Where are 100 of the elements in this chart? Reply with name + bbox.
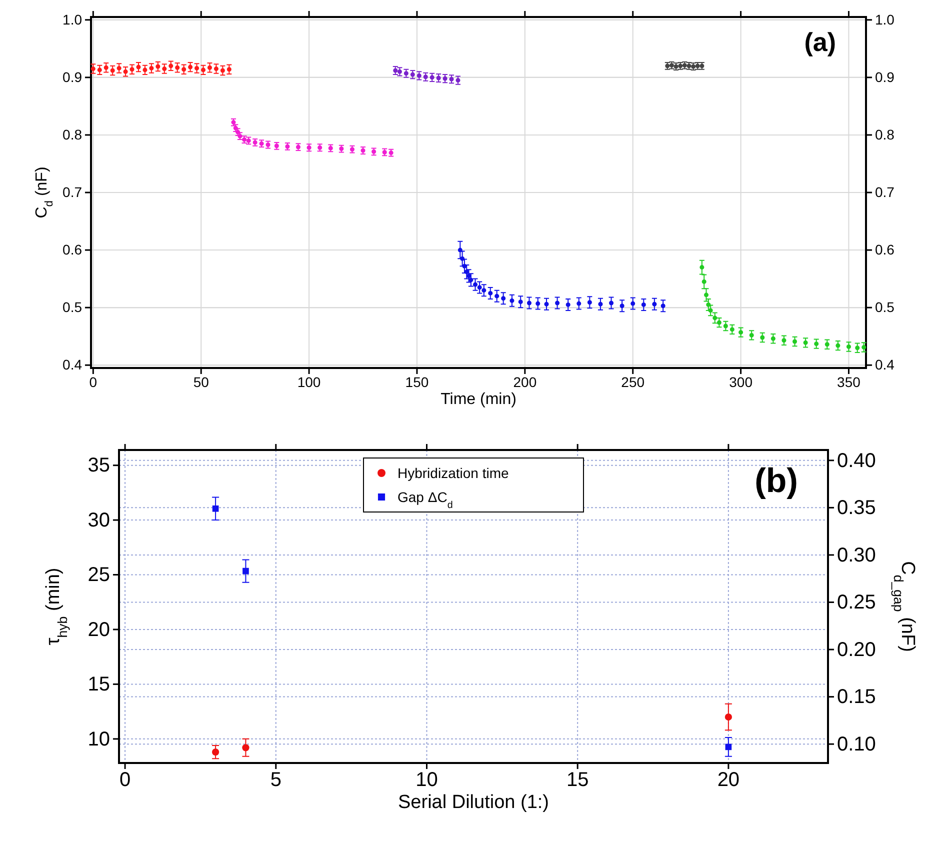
point (116, 66, 122, 70)
point (501, 296, 506, 301)
point (149, 66, 154, 70)
point (716, 320, 722, 325)
point (214, 66, 218, 72)
annotation: (b) (754, 462, 798, 500)
legend-label: Hybridization time (398, 465, 509, 481)
y2-tick-label: 0.7 (875, 184, 895, 200)
annotation: (a) (804, 27, 836, 57)
point (792, 339, 798, 344)
point (482, 288, 486, 293)
point (226, 67, 232, 72)
point (142, 68, 148, 72)
point (201, 68, 206, 72)
y2-tick-label: 0.9 (875, 68, 895, 85)
y-tick-label: 0.8 (62, 126, 82, 142)
point (641, 302, 646, 307)
point (587, 300, 592, 305)
point (700, 265, 704, 270)
point (110, 68, 115, 73)
x-tick-label: 300 (729, 374, 753, 390)
point (760, 335, 765, 340)
y-tick-label: 35 (88, 454, 110, 477)
y2-tick-label: 0.4 (875, 356, 895, 373)
point (464, 270, 469, 274)
y-tick-label: 10 (88, 728, 110, 750)
point (510, 298, 514, 303)
y2-tick-label: 1.0 (875, 11, 895, 28)
point (136, 64, 141, 70)
y-tick-label: 1.0 (62, 11, 82, 28)
point (462, 264, 467, 268)
point (630, 301, 636, 306)
point (526, 300, 532, 306)
x-tick-label: 250 (621, 374, 645, 390)
x-tick-label: 150 (405, 374, 429, 390)
point (704, 292, 709, 298)
point (730, 327, 734, 332)
point (566, 302, 570, 307)
point (712, 316, 718, 320)
x-tick-label: 50 (193, 374, 210, 390)
x-tick-label: 20 (717, 769, 740, 792)
x-tick-label: 15 (566, 769, 589, 792)
y-tick-label: 0.9 (62, 68, 82, 85)
y-tick-label: 25 (88, 564, 110, 586)
x-tick-label: 0 (119, 769, 131, 792)
point (544, 302, 549, 306)
point (738, 330, 744, 335)
point (518, 300, 523, 304)
point (242, 568, 249, 574)
point (97, 68, 102, 72)
y-tick-label: 15 (88, 674, 110, 696)
point (824, 342, 830, 347)
x-tick-label: 5 (270, 769, 282, 792)
point (660, 304, 666, 308)
point (473, 282, 478, 287)
point (836, 343, 840, 348)
y2-tick-label: 0.5 (875, 299, 895, 316)
x-axis-title: Time (min) (440, 391, 516, 408)
x-tick-label: 350 (837, 374, 861, 390)
point (803, 340, 808, 345)
x-tick-label: 200 (513, 374, 537, 390)
point (175, 65, 180, 70)
point (862, 345, 866, 350)
y-tick-label: 0.7 (62, 184, 82, 200)
y2-tick-label: 0.6 (875, 242, 895, 258)
point (194, 66, 200, 70)
point (488, 290, 493, 296)
point (207, 65, 212, 70)
y2-tick-label: 0.15 (837, 686, 876, 708)
point (536, 301, 540, 306)
point (725, 744, 732, 750)
point (749, 332, 754, 338)
point (242, 744, 250, 752)
point (156, 64, 160, 69)
point (162, 66, 167, 72)
point (708, 308, 713, 313)
x-tick-label: 0 (89, 374, 98, 390)
y-tick-label: 0.4 (62, 356, 82, 373)
point (477, 285, 482, 290)
point (460, 256, 465, 261)
point (212, 748, 220, 756)
point (90, 66, 96, 72)
y2-tick-label: 0.40 (837, 450, 876, 472)
y2-tick-label: 0.30 (837, 544, 876, 566)
point (188, 64, 193, 70)
point (702, 279, 706, 284)
point (770, 336, 776, 341)
point (609, 300, 614, 306)
point (182, 67, 186, 72)
y2-tick-label: 0.35 (837, 497, 876, 520)
point (724, 713, 732, 721)
point (846, 344, 851, 349)
x-axis-title: Serial Dilution (1:) (398, 792, 549, 813)
y-tick-label: 0.5 (62, 299, 82, 316)
point (555, 300, 560, 306)
point (494, 294, 500, 298)
point (598, 302, 603, 306)
point (620, 304, 624, 308)
legend-label: Gap ΔC$_{d}$ (398, 489, 453, 510)
y-tick-label: 30 (88, 509, 110, 532)
